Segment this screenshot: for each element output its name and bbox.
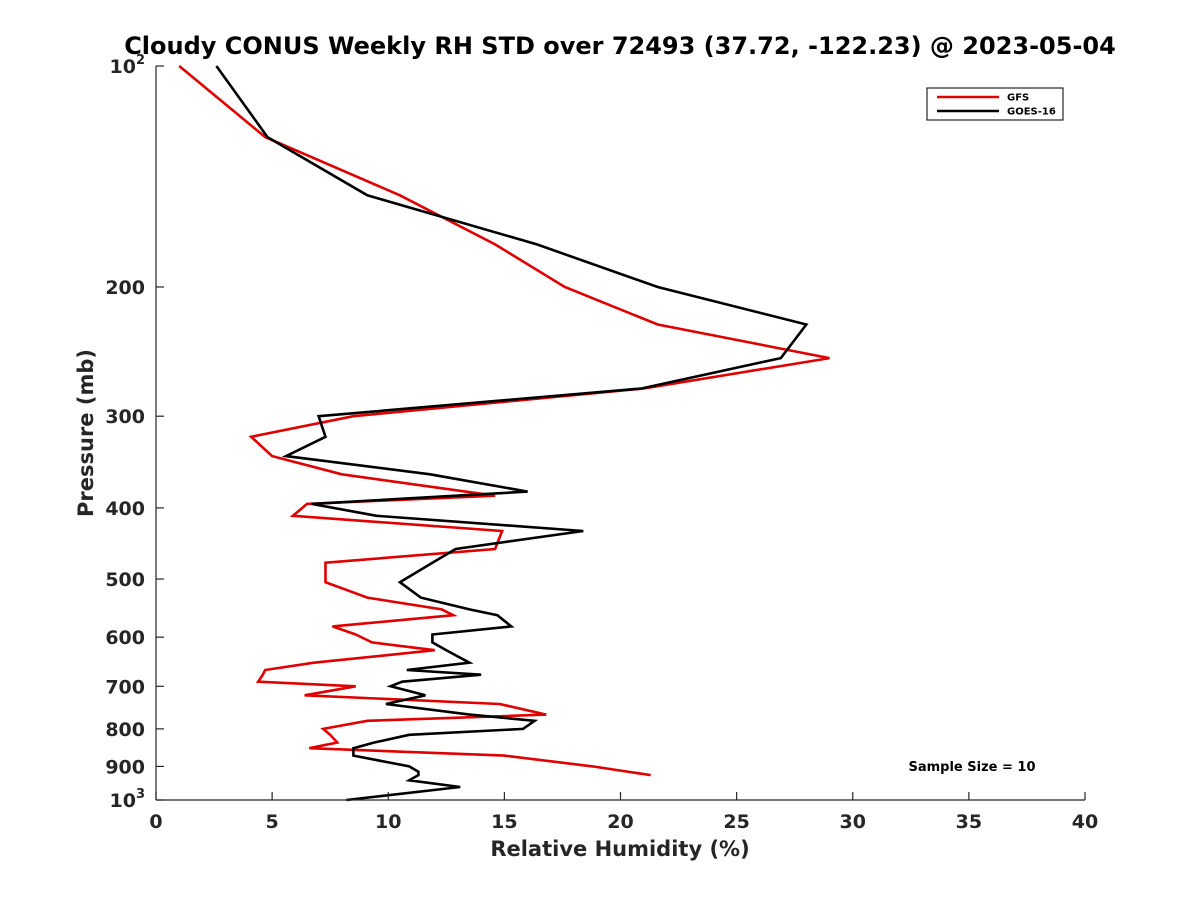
series-line-goes-16 — [215, 65, 809, 802]
x-tick-label: 15 — [491, 811, 517, 833]
y-tick-label: 103 — [110, 787, 146, 812]
x-axis-label: Relative Humidity (%) — [490, 837, 749, 861]
x-tick-label: 10 — [375, 811, 401, 833]
y-tick-label: 400 — [105, 498, 145, 520]
x-tick-label: 35 — [956, 811, 982, 833]
legend-label-goes-16: GOES-16 — [1007, 107, 1056, 118]
x-tick-label: 40 — [1072, 811, 1098, 833]
sample-size-annotation: Sample Size = 10 — [908, 760, 1035, 775]
y-tick-label: 600 — [105, 627, 145, 649]
x-tick-label: 0 — [149, 811, 162, 833]
y-tick-label: 102 — [110, 53, 146, 78]
chart-title: Cloudy CONUS Weekly RH STD over 72493 (3… — [124, 32, 1116, 60]
axes: 0 5 10 15 20 25 30 35 40 102 200 300 400 500 600 700 800… — [105, 53, 1098, 833]
x-tick-label: 5 — [266, 811, 279, 833]
y-tick-label: 700 — [105, 676, 145, 698]
legend: GFS GOES-16 — [926, 87, 1064, 121]
series-lines — [178, 64, 830, 802]
x-tick-label: 25 — [723, 811, 749, 833]
legend-label-gfs: GFS — [1007, 93, 1029, 104]
series-line-gfs — [178, 64, 830, 777]
y-tick-label: 900 — [105, 756, 145, 778]
x-tick-label: 30 — [840, 811, 866, 833]
x-tick-label: 20 — [607, 811, 633, 833]
y-tick-label: 300 — [105, 406, 145, 428]
y-tick-label: 800 — [105, 719, 145, 741]
y-axis-label: Pressure (mb) — [74, 349, 98, 517]
y-tick-label: 200 — [105, 277, 145, 299]
y-tick-label: 500 — [105, 569, 145, 591]
legend-box — [926, 87, 1064, 121]
